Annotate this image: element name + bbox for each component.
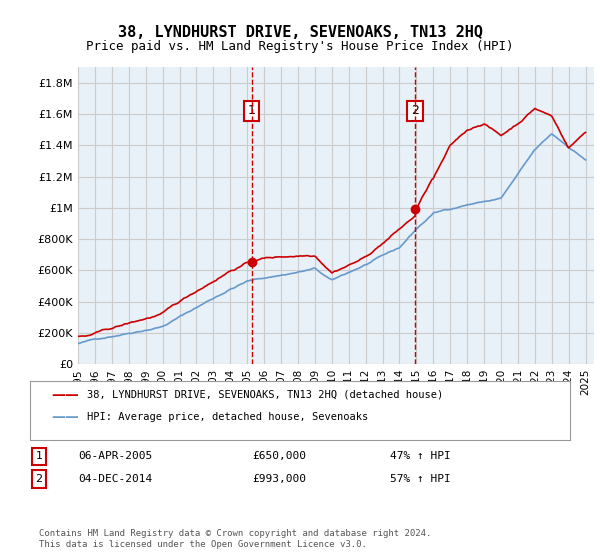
Text: £993,000: £993,000: [252, 474, 306, 484]
Text: 2: 2: [35, 474, 43, 484]
Text: ——: ——: [51, 410, 79, 424]
Text: 2: 2: [411, 104, 419, 118]
Text: 57% ↑ HPI: 57% ↑ HPI: [390, 474, 451, 484]
Text: Price paid vs. HM Land Registry's House Price Index (HPI): Price paid vs. HM Land Registry's House …: [86, 40, 514, 53]
Text: 1: 1: [248, 104, 256, 118]
Text: 38, LYNDHURST DRIVE, SEVENOAKS, TN13 2HQ: 38, LYNDHURST DRIVE, SEVENOAKS, TN13 2HQ: [118, 25, 482, 40]
Text: ——: ——: [51, 388, 79, 402]
Text: £650,000: £650,000: [252, 451, 306, 461]
Text: 1: 1: [35, 451, 43, 461]
Text: 06-APR-2005: 06-APR-2005: [78, 451, 152, 461]
Text: HPI: Average price, detached house, Sevenoaks: HPI: Average price, detached house, Seve…: [87, 412, 368, 422]
Text: 47% ↑ HPI: 47% ↑ HPI: [390, 451, 451, 461]
Text: 04-DEC-2014: 04-DEC-2014: [78, 474, 152, 484]
Text: 38, LYNDHURST DRIVE, SEVENOAKS, TN13 2HQ (detached house): 38, LYNDHURST DRIVE, SEVENOAKS, TN13 2HQ…: [87, 390, 443, 400]
Text: Contains HM Land Registry data © Crown copyright and database right 2024.
This d: Contains HM Land Registry data © Crown c…: [39, 529, 431, 549]
